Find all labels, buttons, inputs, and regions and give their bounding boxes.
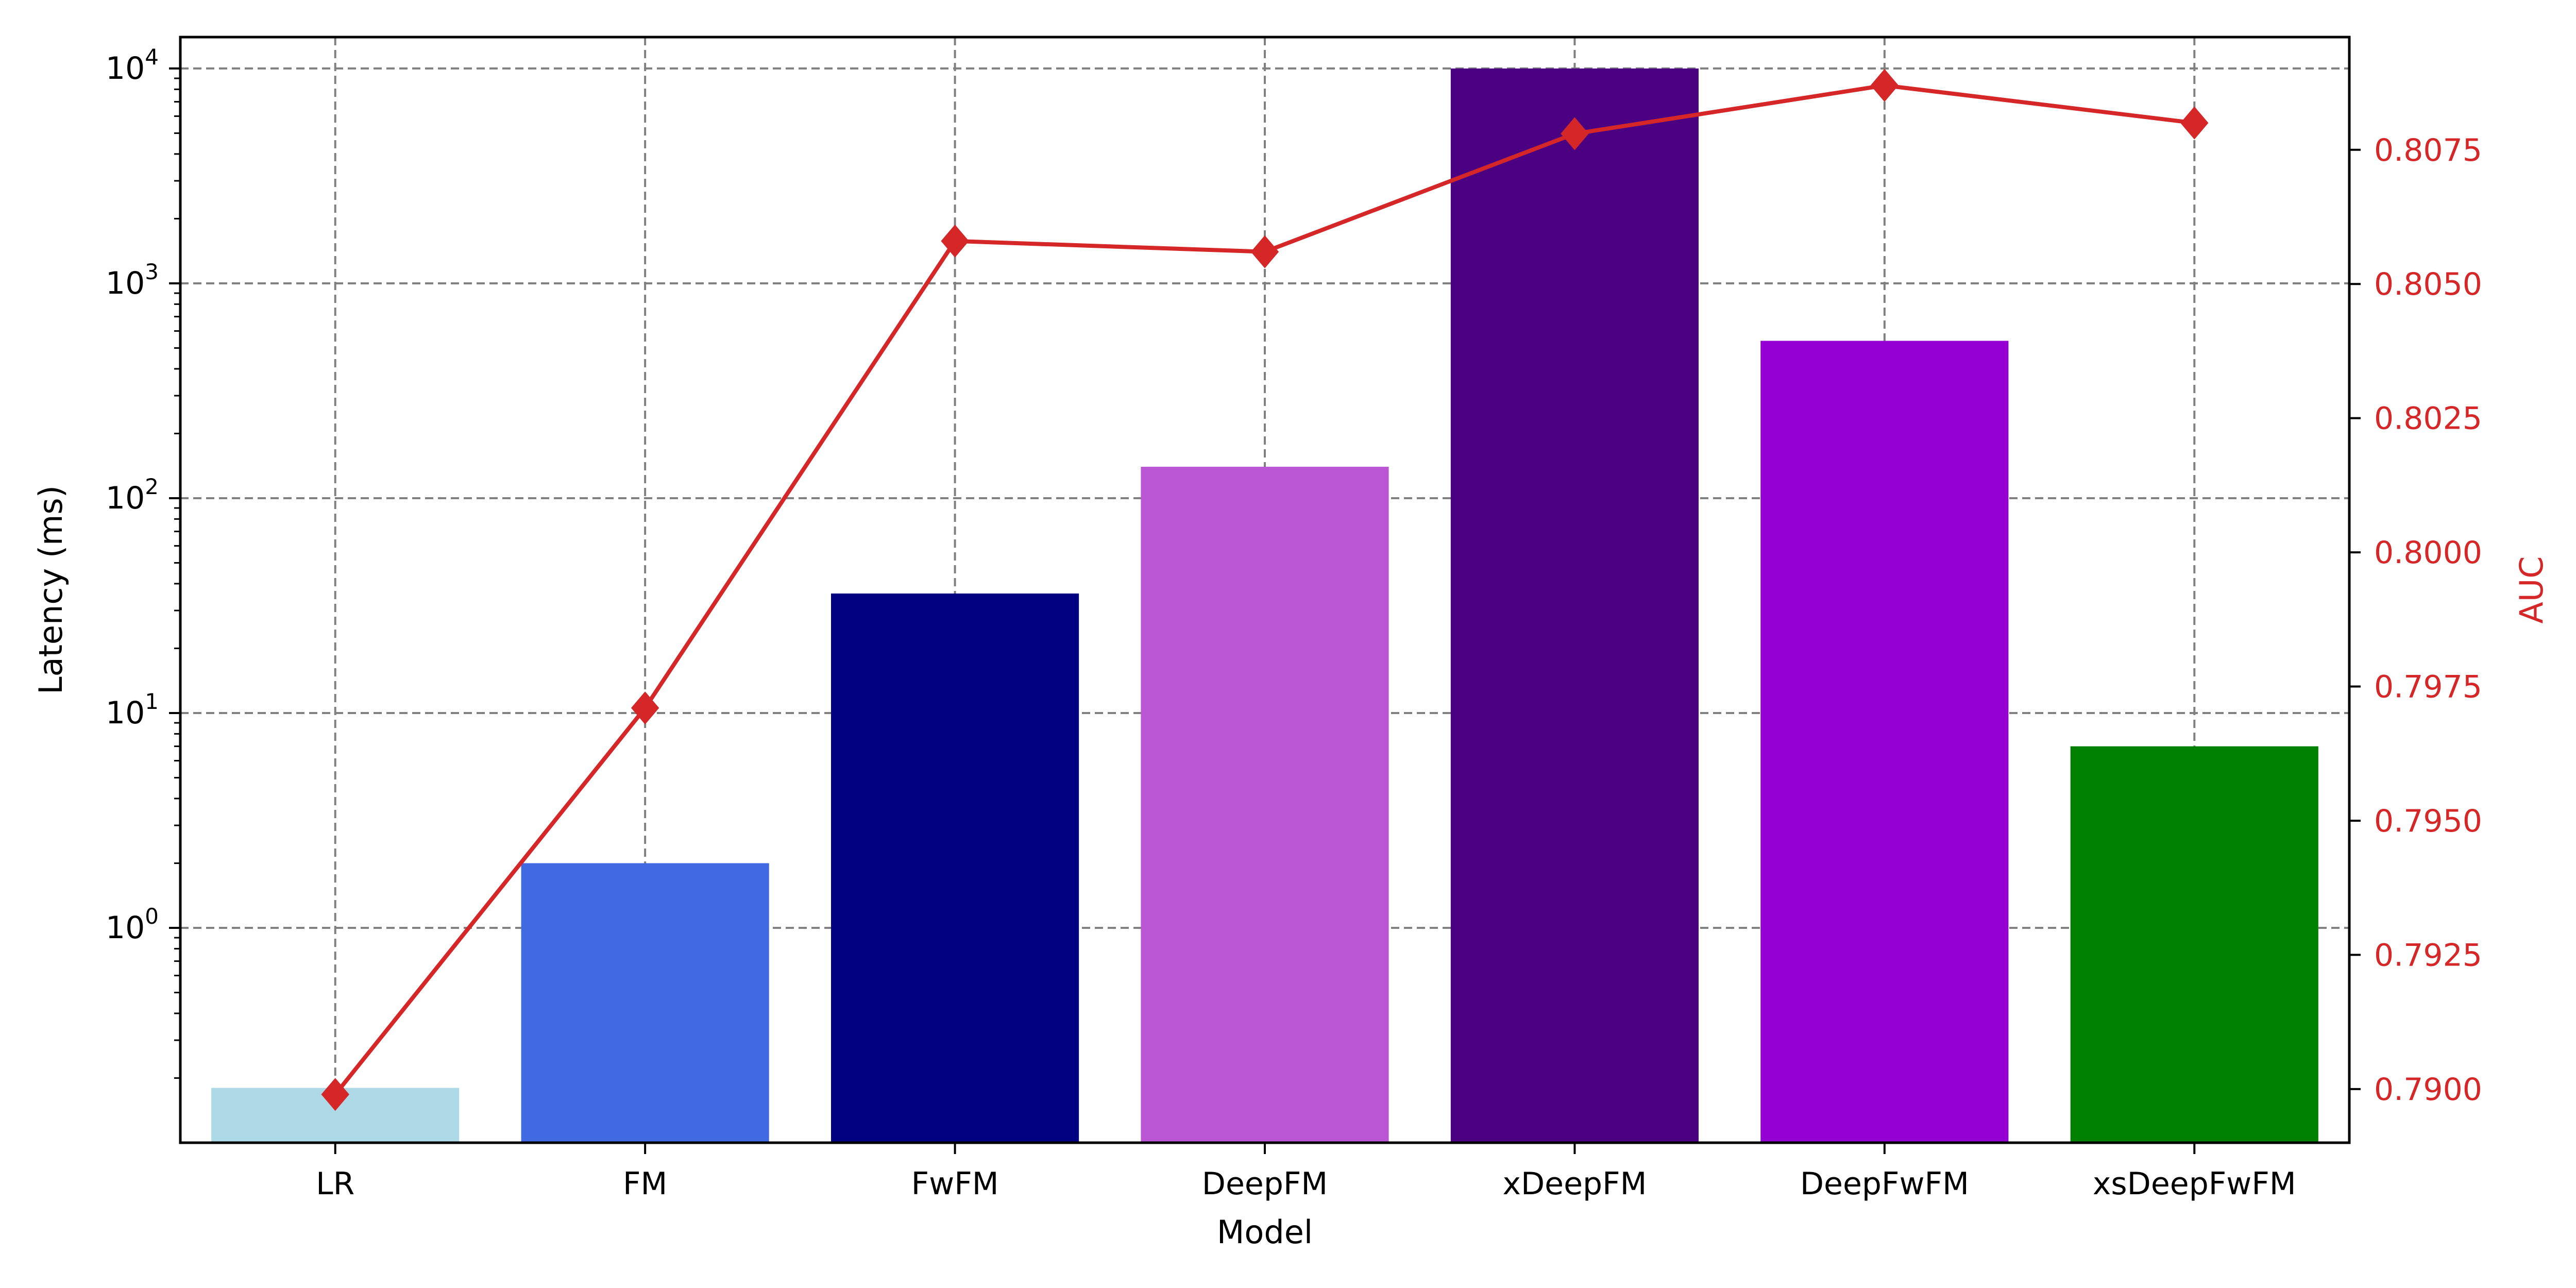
x-tick-label: FwFM <box>911 1166 999 1202</box>
bar-xsDeepFwFM <box>2070 746 2318 1143</box>
x-tick-label: DeepFM <box>1202 1166 1328 1202</box>
y2-tick-label: 0.8075 <box>2374 132 2482 168</box>
y-tick-label: 101 <box>106 689 159 731</box>
axes <box>169 36 2361 1154</box>
y2-tick-label: 0.7900 <box>2374 1072 2482 1108</box>
y-tick-label: 100 <box>106 904 159 946</box>
latency-bars <box>211 68 2318 1143</box>
y2-tick-label: 0.8025 <box>2374 401 2482 437</box>
y2-tick-label: 0.7950 <box>2374 803 2482 839</box>
auc-marker <box>321 1078 349 1111</box>
y2-tick-label: 0.7975 <box>2374 669 2482 705</box>
y-axis-title: Latency (ms) <box>32 485 70 694</box>
bar-FM <box>521 863 769 1143</box>
auc-marker <box>1870 69 1899 102</box>
bar-DeepFM <box>1141 467 1389 1143</box>
bar-DeepFwFM <box>1760 341 2009 1143</box>
auc-marker <box>1561 117 1589 150</box>
x-tick-label: DeepFwFM <box>1800 1166 1969 1202</box>
bar-xDeepFM <box>1450 68 1699 1143</box>
y-tick-label: 104 <box>106 44 159 87</box>
auc-marker <box>631 691 659 725</box>
auc-line-series <box>321 69 2209 1111</box>
y2-tick-label: 0.8000 <box>2374 535 2482 571</box>
auc-marker <box>2180 106 2209 140</box>
auc-marker <box>941 224 969 258</box>
x-tick-label: FM <box>623 1166 667 1202</box>
x-tick-label: xDeepFM <box>1502 1166 1647 1202</box>
y2-tick-label: 0.8050 <box>2374 266 2482 302</box>
x-axis-title: Model <box>1217 1213 1313 1251</box>
auc-marker <box>1250 235 1279 268</box>
y-tick-label: 102 <box>106 474 159 516</box>
y-tick-label: 103 <box>106 259 159 301</box>
x-tick-label: xsDeepFwFM <box>2093 1166 2296 1202</box>
bar-FwFM <box>831 593 1079 1143</box>
x-tick-label: LR <box>316 1166 354 1202</box>
y2-axis-title: AUC <box>2513 556 2550 623</box>
y2-tick-label: 0.7925 <box>2374 937 2482 973</box>
tick-labels: 100 101 102 103 104 0.7900 0.7925 0.7950 0.7975 0… <box>106 44 2482 1202</box>
